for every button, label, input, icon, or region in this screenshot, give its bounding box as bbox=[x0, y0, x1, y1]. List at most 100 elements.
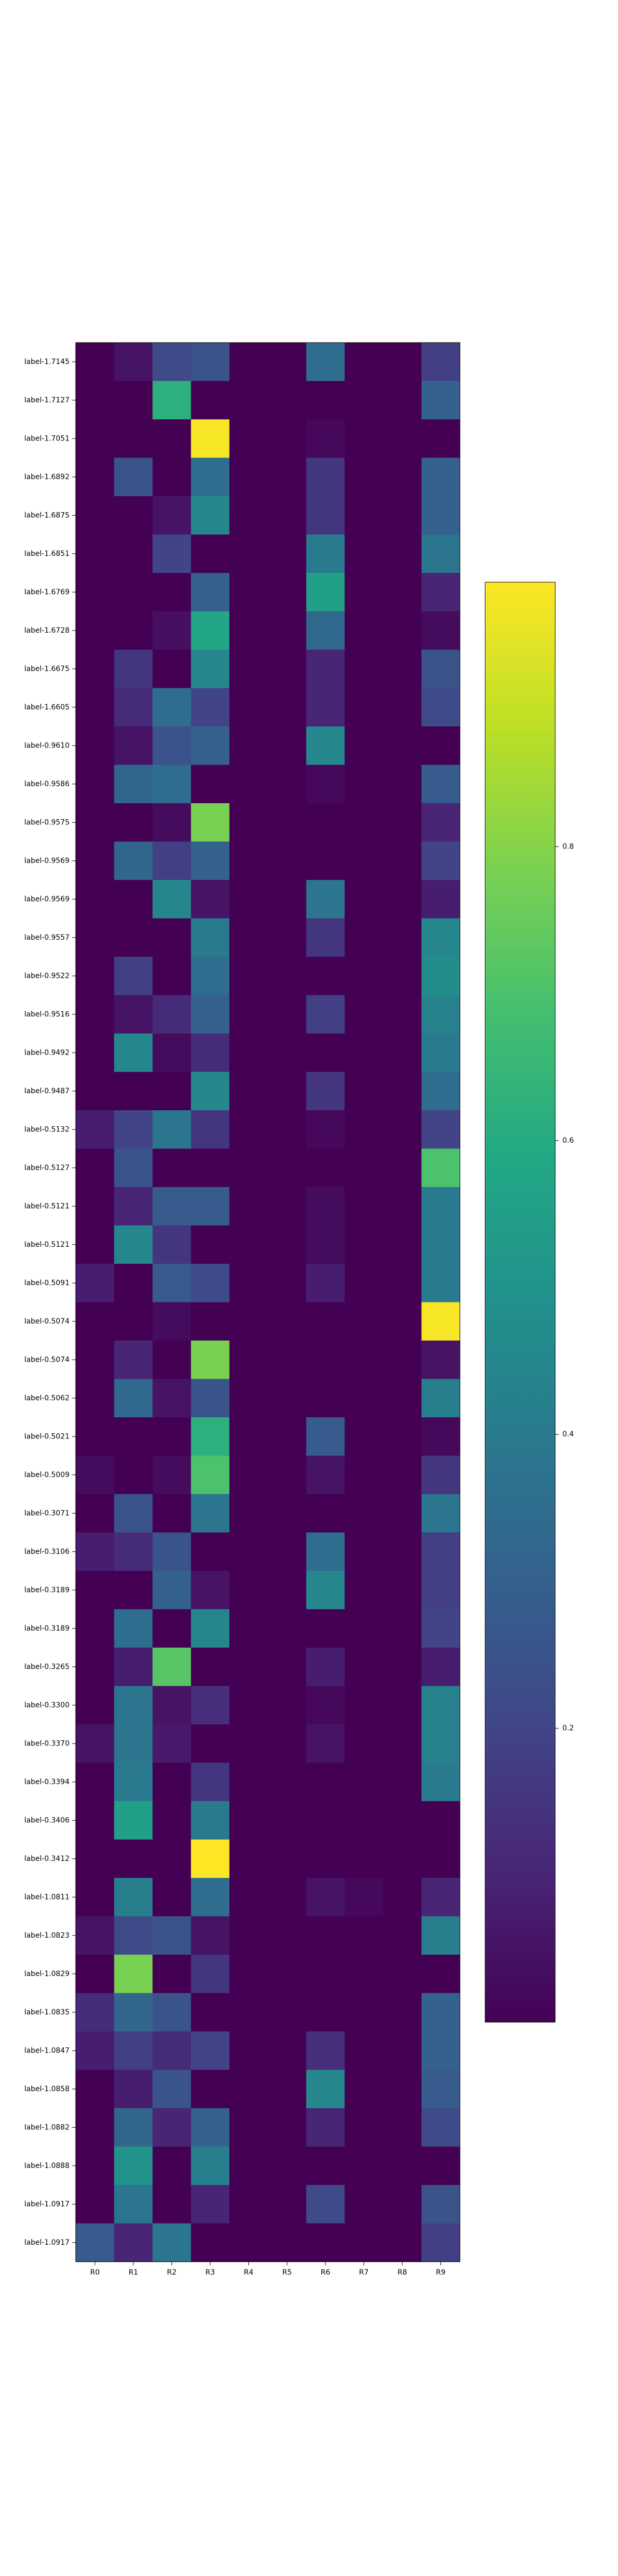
heatmap-cell bbox=[345, 918, 384, 957]
heatmap-cell bbox=[191, 1993, 230, 2032]
heatmap-cell bbox=[114, 995, 153, 1034]
heatmap-cell bbox=[306, 1532, 345, 1571]
heatmap-cell bbox=[383, 726, 422, 766]
y-tick-label: label-1.0823 bbox=[24, 1931, 70, 1940]
heatmap-cell bbox=[306, 841, 345, 880]
heatmap-cell bbox=[268, 381, 307, 420]
heatmap-cell bbox=[306, 1724, 345, 1764]
heatmap-cell bbox=[152, 1801, 192, 1840]
y-tick-label: label-1.6728 bbox=[24, 626, 70, 635]
heatmap-cell bbox=[191, 688, 230, 727]
heatmap-cells bbox=[76, 343, 460, 2262]
heatmap-cell bbox=[152, 1379, 192, 1418]
heatmap-cell bbox=[268, 1724, 307, 1764]
heatmap-cell bbox=[229, 381, 268, 420]
heatmap-cell bbox=[383, 1225, 422, 1264]
heatmap-cell bbox=[152, 1341, 192, 1380]
heatmap-cell bbox=[191, 419, 230, 459]
heatmap-cell bbox=[76, 1341, 115, 1380]
heatmap-cell bbox=[383, 841, 422, 880]
heatmap-cell bbox=[306, 2185, 345, 2224]
y-tick-label: label-1.7051 bbox=[24, 434, 70, 443]
heatmap-cell bbox=[383, 1417, 422, 1456]
heatmap-cell bbox=[191, 1724, 230, 1764]
heatmap-cell bbox=[152, 1494, 192, 1533]
heatmap-cell bbox=[76, 1839, 115, 1878]
heatmap-cell bbox=[76, 650, 115, 689]
y-tick-label: label-0.5074 bbox=[24, 1317, 70, 1326]
heatmap-cell bbox=[306, 1225, 345, 1264]
heatmap-cell bbox=[76, 995, 115, 1034]
heatmap-cell bbox=[421, 1532, 460, 1571]
heatmap-cell bbox=[152, 1455, 192, 1495]
heatmap-cell bbox=[191, 1187, 230, 1226]
heatmap-cell bbox=[383, 1302, 422, 1341]
heatmap-cell bbox=[76, 2185, 115, 2224]
heatmap-cell bbox=[306, 918, 345, 957]
heatmap-cell bbox=[306, 1033, 345, 1073]
heatmap-cell bbox=[114, 573, 153, 612]
heatmap-cell bbox=[306, 1801, 345, 1840]
y-tick-label: label-0.3071 bbox=[24, 1509, 70, 1517]
heatmap-cell bbox=[383, 803, 422, 842]
heatmap-cell bbox=[191, 1916, 230, 1955]
heatmap-cell bbox=[421, 1955, 460, 1994]
heatmap-cell bbox=[345, 650, 384, 689]
heatmap-cell bbox=[345, 1648, 384, 1687]
heatmap-cell bbox=[76, 1494, 115, 1533]
heatmap-cell bbox=[76, 1686, 115, 1725]
heatmap-cell bbox=[191, 1072, 230, 1111]
heatmap-cell bbox=[114, 1993, 153, 2032]
heatmap-cell bbox=[229, 1455, 268, 1495]
y-tick-label: label-0.3265 bbox=[24, 1663, 70, 1671]
heatmap-cell bbox=[421, 918, 460, 957]
heatmap-cell bbox=[383, 1878, 422, 1917]
heatmap-cell bbox=[114, 1494, 153, 1533]
heatmap-cell bbox=[345, 995, 384, 1034]
heatmap-cell bbox=[345, 496, 384, 535]
heatmap-cell bbox=[383, 688, 422, 727]
heatmap-cell bbox=[152, 803, 192, 842]
heatmap-cell bbox=[152, 2223, 192, 2262]
heatmap-cell bbox=[114, 1571, 153, 1610]
heatmap-cell bbox=[76, 841, 115, 880]
heatmap-cell bbox=[268, 534, 307, 573]
heatmap-cell bbox=[306, 726, 345, 766]
heatmap-cell bbox=[114, 765, 153, 804]
heatmap-cell bbox=[229, 419, 268, 459]
heatmap-cell bbox=[229, 1955, 268, 1994]
heatmap-cell bbox=[345, 1571, 384, 1610]
heatmap-cell bbox=[76, 726, 115, 766]
heatmap-cell bbox=[114, 1225, 153, 1264]
heatmap-cell bbox=[268, 1072, 307, 1111]
heatmap-cell bbox=[229, 1072, 268, 1111]
heatmap-cell bbox=[191, 534, 230, 573]
heatmap-cell bbox=[229, 1916, 268, 1955]
heatmap-cell bbox=[306, 2146, 345, 2185]
heatmap-cell bbox=[76, 957, 115, 996]
heatmap-cell bbox=[191, 1494, 230, 1533]
heatmap-cell bbox=[114, 2070, 153, 2109]
heatmap-cell bbox=[229, 1532, 268, 1571]
heatmap-cell bbox=[268, 457, 307, 497]
heatmap-cell bbox=[229, 1033, 268, 1073]
heatmap-cell bbox=[268, 1225, 307, 1264]
heatmap-cell bbox=[229, 1686, 268, 1725]
y-tick-label: label-1.0888 bbox=[24, 2162, 70, 2170]
heatmap-cell bbox=[268, 2031, 307, 2071]
y-tick-label: label-0.5009 bbox=[24, 1471, 70, 1479]
heatmap-cell bbox=[76, 1187, 115, 1226]
heatmap-cell bbox=[76, 1455, 115, 1495]
heatmap-cell bbox=[383, 2108, 422, 2147]
heatmap-cell bbox=[229, 1417, 268, 1456]
heatmap-cell bbox=[268, 1187, 307, 1226]
heatmap-cell bbox=[345, 611, 384, 650]
heatmap-cell bbox=[306, 1762, 345, 1802]
heatmap-cell bbox=[191, 1033, 230, 1073]
heatmap-cell bbox=[268, 1455, 307, 1495]
heatmap-cell bbox=[421, 1993, 460, 2032]
heatmap-cell bbox=[268, 1916, 307, 1955]
heatmap-cell bbox=[76, 534, 115, 573]
heatmap-cell bbox=[229, 1494, 268, 1533]
y-tick-label: label-1.0811 bbox=[24, 1893, 70, 1901]
